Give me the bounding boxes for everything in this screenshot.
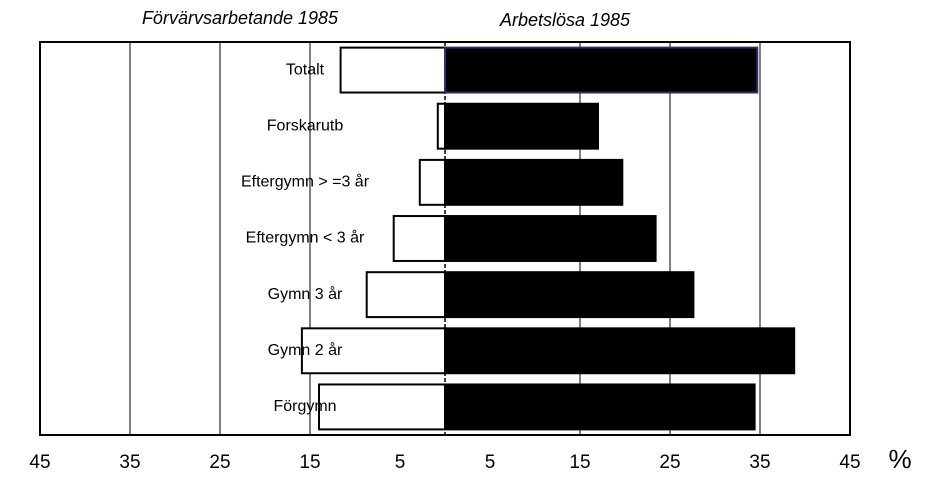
x-tick-label: 25 xyxy=(209,452,230,473)
bar xyxy=(392,215,447,262)
x-tick-label: 5 xyxy=(395,452,406,473)
bar xyxy=(444,46,759,94)
category-label: Gymn 3 år xyxy=(268,285,343,303)
category-label: Eftergymn < 3 år xyxy=(246,229,365,247)
x-tick-label: 45 xyxy=(839,452,860,473)
x-tick-label: 35 xyxy=(119,452,140,473)
bar xyxy=(418,158,446,206)
bar xyxy=(444,215,657,262)
bar xyxy=(444,158,624,206)
series-title: Förvärvsarbetande 1985 xyxy=(142,8,339,28)
bar xyxy=(339,46,447,94)
bar xyxy=(444,102,599,150)
x-tick-label: 5 xyxy=(485,452,496,473)
x-tick-label: 25 xyxy=(659,452,680,473)
x-tick-label: 45 xyxy=(29,452,50,473)
bar xyxy=(318,383,446,431)
category-label: Forskarutb xyxy=(267,117,344,134)
x-tick-label: 15 xyxy=(569,452,590,473)
category-label: Eftergymn > =3 år xyxy=(241,173,370,191)
bar xyxy=(444,383,756,431)
bar xyxy=(365,271,447,319)
x-tick-label: 35 xyxy=(749,452,770,473)
bar xyxy=(444,271,695,319)
plot-frame xyxy=(39,41,851,436)
bar xyxy=(444,327,796,375)
x-axis-unit: % xyxy=(888,444,911,474)
category-label: Förgymn xyxy=(273,398,336,415)
bar xyxy=(436,102,446,150)
category-label: Totalt xyxy=(286,61,325,78)
category-label: Gymn 2 år xyxy=(268,341,343,359)
series-title: Arbetslösa 1985 xyxy=(499,10,631,30)
x-tick-label: 15 xyxy=(299,452,320,473)
